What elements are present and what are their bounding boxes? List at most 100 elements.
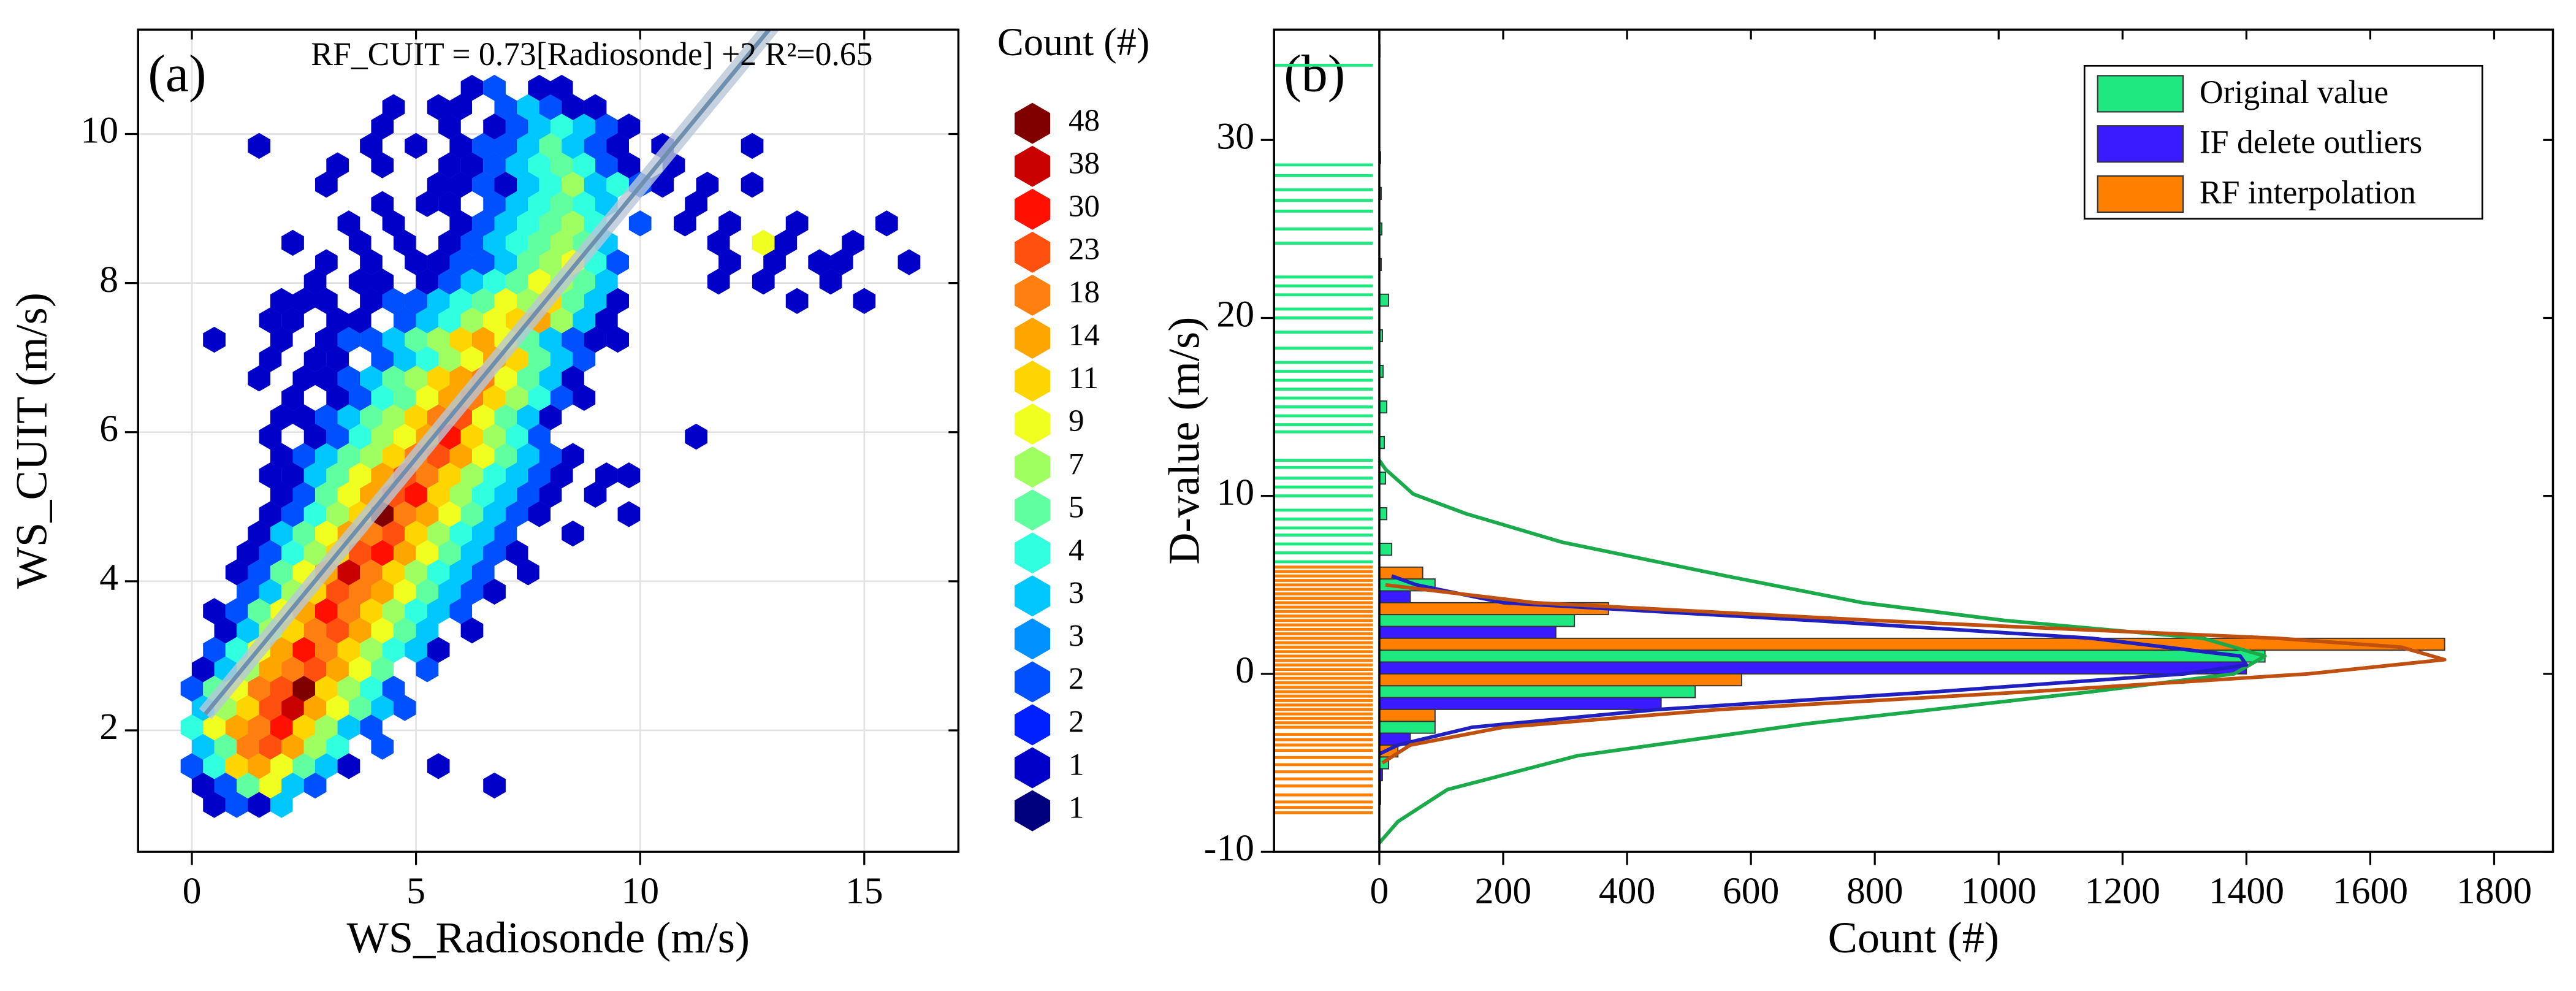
hex-bin (471, 326, 495, 353)
x-tick-label: 0 (183, 870, 202, 912)
hex-bin (539, 94, 562, 120)
hex-bin (562, 171, 584, 198)
hex-bin (237, 772, 259, 799)
colorbar-swatch (1014, 575, 1051, 617)
hex-bin (180, 753, 204, 779)
hex-bin (449, 132, 473, 159)
hex-bin (405, 132, 427, 159)
hex-bin (471, 132, 495, 159)
hex-bin (348, 268, 372, 295)
hex-bin (393, 501, 416, 527)
hex-bin (528, 501, 551, 527)
hex-bin (360, 443, 383, 469)
hex-bin (248, 365, 271, 392)
hex-bin (180, 675, 204, 702)
hex-bin (617, 501, 641, 527)
y-tick-label: 2 (99, 706, 118, 748)
hex-bin (550, 191, 573, 217)
hex-bin (360, 326, 383, 353)
legend-swatch (2097, 125, 2184, 163)
hex-bin (416, 462, 439, 489)
hex-bin (471, 443, 495, 469)
hex-bin (438, 113, 461, 140)
hex-bin (203, 714, 226, 741)
y-tick-label: 4 (99, 557, 118, 599)
hex-bin (315, 404, 338, 430)
hex-bin (382, 520, 405, 547)
hex-bin (853, 288, 876, 314)
histogram-bar (1379, 507, 1388, 521)
hex-bin (460, 229, 484, 256)
hex-bin (225, 792, 248, 818)
hex-bin (248, 753, 271, 779)
histogram-bar (1379, 626, 1557, 639)
hex-bin (483, 113, 506, 140)
hex-bin (281, 385, 304, 411)
panel-label: (a) (148, 44, 206, 102)
hex-bin (371, 617, 394, 644)
hex-bin (360, 637, 383, 663)
hex-bin (595, 152, 618, 178)
hex-bin (505, 191, 528, 217)
hex-bin (471, 249, 495, 275)
x-tick-label: 1000 (1961, 870, 2037, 912)
hex-bin (303, 656, 327, 683)
hex-bin (360, 365, 383, 392)
hex-bin (259, 423, 282, 450)
hex-bin (528, 423, 551, 450)
hex-bin (371, 656, 394, 683)
hex-bin (573, 385, 596, 411)
hex-bin (292, 637, 316, 663)
hex-bin (595, 307, 618, 334)
hex-bin (438, 307, 461, 334)
histogram-bar (1379, 614, 1576, 627)
hex-bin (393, 385, 416, 411)
hex-bin (550, 113, 573, 140)
hex-bin (483, 229, 506, 256)
hex-bin (718, 210, 741, 237)
hex-bin (303, 268, 327, 295)
hex-bin (427, 598, 450, 624)
hex-bin (517, 171, 539, 198)
hex-bin (248, 132, 271, 159)
hex-bin (191, 772, 215, 799)
hex-bin (528, 346, 551, 372)
y-tick-label: 0 (1235, 649, 1254, 691)
colorbar-title: Count (#) (997, 20, 1149, 64)
hex-bin (617, 113, 641, 140)
x-tick-label: 1600 (2333, 870, 2408, 912)
colorbar-label: 38 (1069, 147, 1100, 181)
x-tick-label: 15 (845, 870, 883, 912)
hex-bin (360, 598, 383, 624)
hex-bin (303, 772, 327, 799)
hex-bin (438, 578, 461, 605)
hex-bin (303, 346, 327, 372)
histogram-bar (1379, 708, 1436, 722)
hex-bin (337, 443, 360, 469)
hex-bin (528, 462, 551, 489)
colorbar-label: 4 (1069, 533, 1084, 567)
hex-bin (584, 132, 607, 159)
hex-bin (259, 656, 282, 683)
hex-bin (382, 94, 405, 120)
hex-bin (360, 559, 383, 586)
x-axis-label: Count (#) (1828, 913, 2000, 962)
colorbar-swatch (1014, 188, 1051, 230)
hex-bin (281, 733, 304, 760)
hex-bin (573, 346, 596, 372)
hex-bin (371, 385, 394, 411)
hex-bin (449, 326, 473, 353)
colorbar-label: 3 (1069, 619, 1084, 654)
plot-area (180, 29, 921, 818)
hex-bin (348, 578, 372, 605)
hex-bin (203, 326, 226, 353)
hex-bin (281, 307, 304, 334)
hex-bin (562, 520, 584, 547)
hex-bin (405, 365, 427, 392)
hex-bin (292, 753, 316, 779)
hex-bin (539, 249, 562, 275)
hex-bin (405, 637, 427, 663)
hex-bin (505, 501, 528, 527)
